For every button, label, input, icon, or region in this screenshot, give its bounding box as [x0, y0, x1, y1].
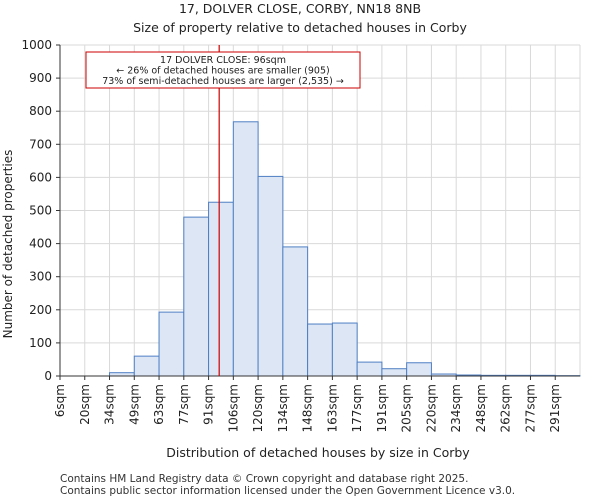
bar-91sqm	[208, 201, 234, 377]
footer: Contains HM Land Registry data © Crown c…	[60, 473, 515, 497]
x-tick-label: 6sqm	[53, 384, 67, 417]
annotation-line-3: 73% of semi-detached houses are larger (…	[102, 76, 344, 87]
y-tick-label: 700	[29, 137, 52, 151]
x-tick-label: 163sqm	[325, 384, 339, 432]
x-tick-label: 291sqm	[548, 384, 562, 432]
bar-106sqm	[232, 121, 259, 377]
y-tick-label: 400	[29, 237, 52, 251]
x-tick-label: 262sqm	[499, 384, 513, 432]
x-tick-label: 220sqm	[424, 384, 438, 432]
bar-191sqm	[381, 368, 408, 377]
x-tick-label: 91sqm	[202, 384, 216, 425]
bar-63sqm	[158, 311, 185, 377]
y-tick-label: 600	[29, 170, 52, 184]
bar-134sqm	[282, 246, 309, 377]
chart-title: 17, DOLVER CLOSE, CORBY, NN18 8NB	[179, 1, 421, 16]
y-axis-label: Number of detached properties	[1, 150, 15, 339]
y-tick-label: 300	[29, 270, 52, 284]
x-tick-label: 120sqm	[251, 384, 265, 432]
x-tick-label: 191sqm	[375, 384, 389, 432]
bar-163sqm	[331, 322, 358, 377]
y-tick-label: 500	[29, 204, 52, 218]
x-tick-label: 106sqm	[226, 384, 240, 432]
x-tick-label: 277sqm	[523, 384, 537, 432]
x-tick-label: 177sqm	[350, 384, 364, 432]
y-tick-label: 200	[29, 303, 52, 317]
footer-line-1: Contains HM Land Registry data © Crown c…	[60, 473, 469, 485]
y-tick-label: 1000	[21, 38, 52, 52]
x-tick-label: 134sqm	[276, 384, 290, 432]
x-tick-label: 49sqm	[127, 384, 141, 425]
y-tick-label: 800	[29, 104, 52, 118]
bar-177sqm	[356, 361, 383, 377]
y-tick-label: 0	[44, 369, 52, 383]
x-tick-label: 148sqm	[301, 384, 315, 432]
x-tick-label: 205sqm	[400, 384, 414, 432]
x-tick-label: 248sqm	[474, 384, 488, 432]
y-tick-label: 900	[29, 71, 52, 85]
annotation-line-2: ← 26% of detached houses are smaller (90…	[116, 66, 329, 77]
x-tick-label: 34sqm	[103, 384, 117, 425]
x-tick-label: 63sqm	[152, 384, 166, 425]
x-axis-label: Distribution of detached houses by size …	[166, 445, 470, 460]
annotation-box	[85, 51, 361, 89]
footer-line-2: Contains public sector information licen…	[60, 485, 516, 497]
bar-77sqm	[183, 216, 210, 377]
x-tick-label: 234sqm	[449, 384, 463, 432]
y-tick-label: 100	[29, 336, 52, 350]
bar-120sqm	[257, 175, 284, 377]
chart-subtitle: Size of property relative to detached ho…	[133, 20, 467, 35]
bar-49sqm	[133, 355, 160, 377]
annotation-line-1: 17 DOLVER CLOSE: 96sqm	[160, 55, 286, 66]
x-tick-label: 20sqm	[78, 384, 92, 425]
bar-205sqm	[406, 362, 432, 377]
bar-148sqm	[307, 323, 333, 377]
x-tick-label: 77sqm	[177, 384, 191, 425]
